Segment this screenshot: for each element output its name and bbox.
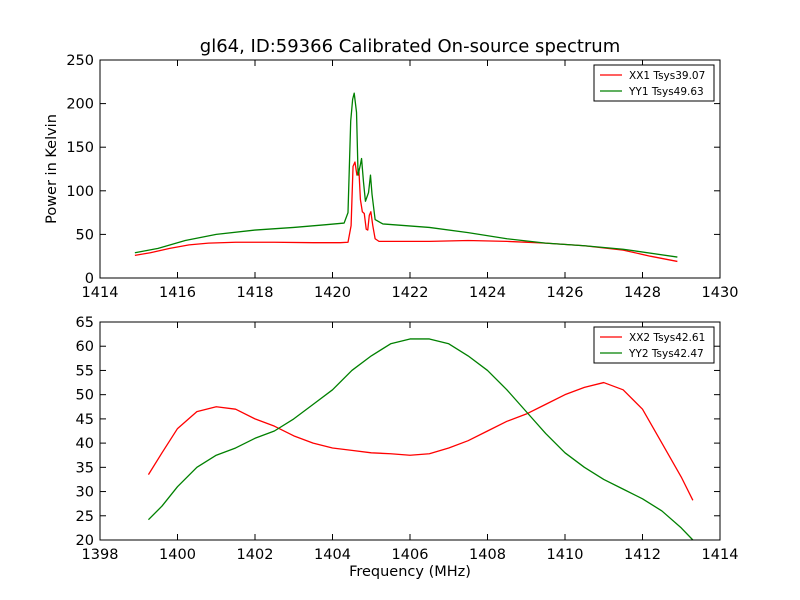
- bottom-y-tick-label: 25: [76, 509, 94, 525]
- bottom-series-line-1: [147, 381, 694, 501]
- bottom-legend: XX2 Tsys42.61 YY2 Tsys42.47: [593, 326, 715, 364]
- bottom-x-tick-label: 1398: [82, 547, 119, 563]
- bottom-y-tick-label: 30: [76, 485, 94, 501]
- bottom-x-tick-label: 1406: [392, 547, 429, 563]
- top-legend: XX1 Tsys39.07 YY1 Tsys49.63: [593, 64, 715, 102]
- bottom-plot-area: [147, 338, 694, 541]
- bottom-legend-box: [593, 326, 715, 364]
- top-x-tick-label: 1422: [392, 285, 429, 301]
- bottom-x-tick-label: 1410: [547, 547, 584, 563]
- legend-label-yy1: YY1 Tsys49.63: [628, 86, 704, 98]
- bottom-x-tick-label: 1408: [469, 547, 506, 563]
- bottom-x-tick-label: 1404: [314, 547, 351, 563]
- bottom-y-tick-label: 35: [76, 460, 94, 476]
- bottom-x-ticks: 1398 1400 1402 1404 1406 1408 1410 1412 1414: [82, 322, 739, 563]
- bottom-y-tick-label: 45: [76, 412, 94, 428]
- top-x-tick-label: 1430: [702, 285, 739, 301]
- top-plot-area: [134, 92, 678, 263]
- top-x-tick-label: 1418: [237, 285, 274, 301]
- top-legend-box: [593, 64, 715, 102]
- legend-label-xx1: XX1 Tsys39.07: [629, 70, 705, 82]
- bottom-y-tick-label: 65: [76, 315, 94, 331]
- bottom-series-line-2: [147, 338, 694, 541]
- top-x-ticks: 1414 1416 1418 1420 1422 1424 1426 1428 1430: [82, 60, 739, 301]
- top-y-tick-label: 200: [66, 97, 94, 113]
- bottom-y-tick-label: 20: [76, 533, 94, 549]
- bottom-y-tick-label: 60: [76, 339, 94, 355]
- bottom-y-tick-label: 50: [76, 388, 94, 404]
- top-y-tick-label: 150: [66, 140, 94, 156]
- bottom-x-tick-label: 1400: [159, 547, 196, 563]
- bottom-y-tick-label: 40: [76, 436, 94, 452]
- legend-label-xx2: XX2 Tsys42.61: [629, 332, 705, 344]
- top-panel: gl64, ID:59366 Calibrated On-source spec…: [44, 36, 738, 301]
- top-y-tick-label: 0: [85, 271, 94, 287]
- chart-title: gl64, ID:59366 Calibrated On-source spec…: [200, 36, 620, 57]
- top-y-tick-label: 250: [66, 53, 94, 69]
- top-x-tick-label: 1420: [314, 285, 351, 301]
- top-x-tick-label: 1414: [82, 285, 119, 301]
- top-x-tick-label: 1424: [469, 285, 506, 301]
- top-x-tick-label: 1416: [159, 285, 196, 301]
- bottom-x-tick-label: 1402: [237, 547, 274, 563]
- top-y-ticks: 0 50 100 150 200 250: [66, 53, 720, 287]
- legend-label-yy2: YY2 Tsys42.47: [628, 348, 704, 360]
- top-series-line-2: [134, 92, 678, 258]
- bottom-panel: 1398 1400 1402 1404 1406 1408 1410 1412 1414 202…: [76, 315, 739, 580]
- top-y-tick-label: 50: [76, 227, 94, 243]
- top-y-tick-label: 100: [66, 184, 94, 200]
- top-x-tick-label: 1428: [624, 285, 661, 301]
- bottom-x-tick-label: 1414: [702, 547, 739, 563]
- top-series-line-1: [134, 161, 678, 263]
- top-y-axis-title: Power in Kelvin: [44, 114, 60, 224]
- top-x-tick-label: 1426: [547, 285, 584, 301]
- bottom-x-axis-title: Frequency (MHz): [349, 564, 471, 580]
- bottom-x-tick-label: 1412: [624, 547, 661, 563]
- bottom-y-tick-label: 55: [76, 363, 94, 379]
- bottom-y-ticks: 20 25 30 35 40 45 50 55 60 65: [76, 315, 720, 549]
